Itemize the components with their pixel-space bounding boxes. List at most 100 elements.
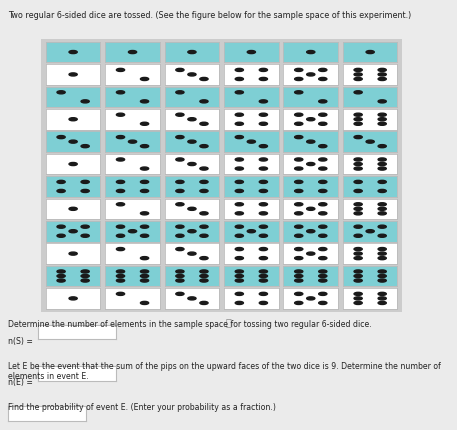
Circle shape bbox=[57, 225, 65, 228]
Circle shape bbox=[128, 50, 137, 54]
Circle shape bbox=[235, 212, 244, 215]
Circle shape bbox=[354, 203, 362, 206]
Circle shape bbox=[81, 279, 89, 282]
Circle shape bbox=[235, 301, 244, 304]
Circle shape bbox=[295, 68, 303, 71]
Circle shape bbox=[259, 113, 267, 116]
Circle shape bbox=[319, 270, 327, 273]
Circle shape bbox=[354, 234, 362, 237]
Circle shape bbox=[319, 68, 327, 71]
Circle shape bbox=[354, 212, 362, 215]
Circle shape bbox=[140, 257, 149, 260]
Circle shape bbox=[295, 135, 303, 138]
Circle shape bbox=[140, 167, 149, 170]
Circle shape bbox=[295, 292, 303, 295]
Circle shape bbox=[140, 234, 149, 237]
Circle shape bbox=[378, 225, 386, 228]
Text: ⓘ: ⓘ bbox=[226, 317, 231, 327]
Circle shape bbox=[200, 279, 208, 282]
Circle shape bbox=[378, 144, 386, 148]
Circle shape bbox=[259, 301, 267, 304]
Circle shape bbox=[354, 118, 362, 121]
Circle shape bbox=[188, 50, 196, 54]
Circle shape bbox=[378, 297, 386, 300]
Circle shape bbox=[57, 91, 65, 94]
Circle shape bbox=[235, 113, 244, 116]
Circle shape bbox=[259, 180, 267, 184]
Circle shape bbox=[57, 135, 65, 138]
Circle shape bbox=[354, 297, 362, 300]
Circle shape bbox=[140, 144, 149, 148]
Circle shape bbox=[354, 301, 362, 304]
Circle shape bbox=[259, 212, 267, 215]
Circle shape bbox=[307, 230, 315, 233]
Circle shape bbox=[295, 203, 303, 206]
Circle shape bbox=[378, 163, 386, 166]
Circle shape bbox=[259, 100, 267, 103]
Circle shape bbox=[354, 68, 362, 71]
Circle shape bbox=[378, 77, 386, 80]
Circle shape bbox=[140, 180, 149, 184]
Circle shape bbox=[128, 230, 137, 233]
Circle shape bbox=[354, 292, 362, 295]
Circle shape bbox=[140, 225, 149, 228]
Circle shape bbox=[295, 189, 303, 193]
Circle shape bbox=[57, 180, 65, 184]
Circle shape bbox=[235, 279, 244, 282]
Circle shape bbox=[295, 274, 303, 277]
Circle shape bbox=[354, 77, 362, 80]
Circle shape bbox=[128, 140, 137, 143]
Circle shape bbox=[259, 234, 267, 237]
Circle shape bbox=[200, 189, 208, 193]
Circle shape bbox=[247, 140, 255, 143]
Circle shape bbox=[259, 144, 267, 148]
Circle shape bbox=[319, 274, 327, 277]
Circle shape bbox=[235, 292, 244, 295]
Circle shape bbox=[117, 274, 125, 277]
Circle shape bbox=[307, 140, 315, 143]
Circle shape bbox=[200, 180, 208, 184]
Text: Find the probability of event E. (Enter your probability as a fraction.): Find the probability of event E. (Enter … bbox=[8, 403, 276, 412]
Circle shape bbox=[235, 248, 244, 251]
Circle shape bbox=[259, 77, 267, 80]
Circle shape bbox=[235, 203, 244, 206]
Circle shape bbox=[69, 118, 77, 121]
Circle shape bbox=[117, 248, 125, 251]
Circle shape bbox=[295, 167, 303, 170]
Circle shape bbox=[354, 163, 362, 166]
Circle shape bbox=[259, 225, 267, 228]
Circle shape bbox=[378, 274, 386, 277]
Circle shape bbox=[117, 158, 125, 161]
Circle shape bbox=[188, 207, 196, 210]
Circle shape bbox=[378, 180, 386, 184]
Circle shape bbox=[319, 144, 327, 148]
Circle shape bbox=[235, 158, 244, 161]
Circle shape bbox=[307, 163, 315, 166]
Circle shape bbox=[354, 135, 362, 138]
Circle shape bbox=[307, 50, 315, 54]
Circle shape bbox=[176, 180, 184, 184]
Circle shape bbox=[235, 274, 244, 277]
Circle shape bbox=[200, 234, 208, 237]
Circle shape bbox=[307, 297, 315, 300]
Circle shape bbox=[319, 248, 327, 251]
Circle shape bbox=[117, 68, 125, 71]
Circle shape bbox=[235, 68, 244, 71]
Circle shape bbox=[319, 203, 327, 206]
Circle shape bbox=[81, 144, 89, 148]
Circle shape bbox=[295, 270, 303, 273]
Circle shape bbox=[235, 180, 244, 184]
Circle shape bbox=[259, 122, 267, 125]
Circle shape bbox=[81, 234, 89, 237]
Text: n(S) =: n(S) = bbox=[8, 337, 36, 346]
Circle shape bbox=[235, 270, 244, 273]
Circle shape bbox=[81, 100, 89, 103]
Circle shape bbox=[319, 212, 327, 215]
Circle shape bbox=[354, 73, 362, 76]
Circle shape bbox=[57, 189, 65, 193]
Circle shape bbox=[176, 279, 184, 282]
Circle shape bbox=[140, 189, 149, 193]
Circle shape bbox=[69, 252, 77, 255]
Circle shape bbox=[247, 50, 255, 54]
Circle shape bbox=[354, 113, 362, 116]
